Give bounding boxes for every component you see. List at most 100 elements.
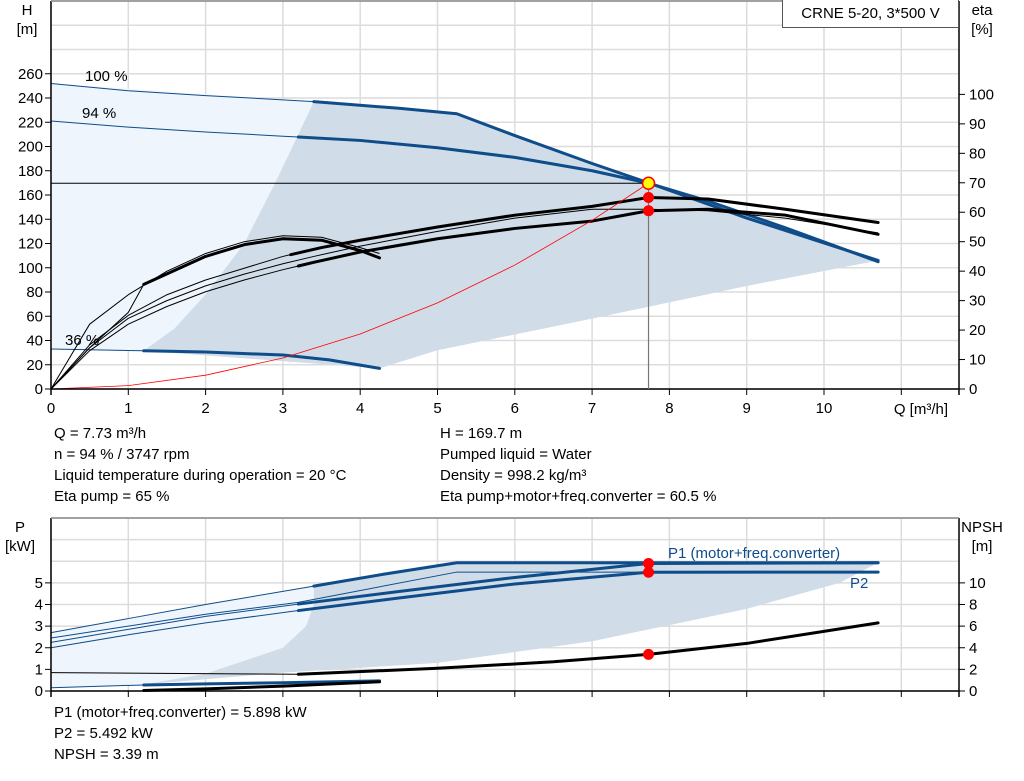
- y-tick-label: 0: [35, 683, 43, 700]
- eta-duty-point: [643, 205, 655, 217]
- y2-tick-label: 8: [969, 597, 977, 614]
- operating-area: [143, 101, 879, 369]
- readout-head: H = 169.7 m: [440, 425, 523, 442]
- npsh-curve-thick: [296, 621, 880, 676]
- speed-label: 100 %: [85, 68, 128, 85]
- power-curve-thick: [296, 570, 880, 613]
- x-axis-title: Q [m³/h]: [894, 401, 948, 418]
- x-tick-label: 1: [124, 400, 132, 417]
- y-tick-label: 40: [26, 333, 43, 350]
- head-efficiency-plot: 0 1 2 3 4 5 6 7 8 9 100204060801001201401601802002…: [17, 0, 994, 418]
- npsh-curve-thick: [142, 680, 382, 692]
- extended-operating-area: [51, 586, 314, 688]
- eta-duty-point: [643, 192, 655, 204]
- y2-tick-label: 30: [969, 293, 986, 310]
- readout-temperature: Liquid temperature during operation = 20…: [54, 467, 347, 484]
- y2-axis-title: eta: [972, 2, 994, 19]
- y-axis-title: H: [22, 2, 33, 19]
- eta-curve-thick: [296, 207, 880, 268]
- y2-tick-label: 50: [969, 234, 986, 251]
- y2-tick-label: 10: [969, 352, 986, 369]
- y2-tick-label: 80: [969, 145, 986, 162]
- extended-operating-area: [51, 83, 314, 351]
- x-tick-label: 10: [816, 400, 833, 417]
- power-curve-thick: [296, 561, 880, 606]
- eta-curve-thin: [50, 208, 879, 390]
- y2-axis-title: [%]: [971, 21, 993, 38]
- y-tick-label: 1: [35, 661, 43, 678]
- readout-npsh: NPSH = 3.39 m: [54, 746, 159, 763]
- y-tick-label: 20: [26, 357, 43, 374]
- y2-tick-label: 70: [969, 175, 986, 192]
- y-tick-label: 3: [35, 618, 43, 635]
- y-tick-label: 240: [18, 90, 43, 107]
- speed-label: 36 %: [65, 332, 99, 349]
- eta-curve-thick: [289, 196, 880, 257]
- x-tick-label: 5: [433, 400, 441, 417]
- pump-curve-thin: [50, 120, 299, 138]
- readout-q: Q = 7.73 m³/h: [54, 425, 147, 442]
- npsh-duty-point: [643, 648, 655, 660]
- y-axis-title: [m]: [17, 21, 38, 38]
- y-tick-label: 100: [18, 260, 43, 277]
- x-tick-label: 2: [201, 400, 209, 417]
- duty-point-marker: [641, 176, 656, 190]
- power-curve-thin: [50, 585, 314, 634]
- y-tick-label: 5: [35, 575, 43, 592]
- y2-tick-label: 2: [969, 661, 977, 678]
- p1-duty-point: [643, 557, 655, 569]
- y-tick-label: 180: [18, 163, 43, 180]
- y-tick-label: 160: [18, 187, 43, 204]
- y2-tick-label: 100: [969, 86, 994, 103]
- x-tick-label: 3: [279, 400, 287, 417]
- pump-curve-thick: [296, 135, 880, 264]
- y2-axis-title: [m]: [972, 538, 993, 555]
- y2-axis-title: NPSH: [961, 519, 1003, 536]
- y2-tick-label: 10: [969, 575, 986, 592]
- y-tick-label: 80: [26, 284, 43, 301]
- x-tick-label: 4: [356, 400, 364, 417]
- y2-tick-label: 60: [969, 204, 986, 221]
- readout-speed: n = 94 % / 3747 rpm: [54, 446, 190, 463]
- power-npsh-plot: 0 1 2 3 4 5 0 2 4 6 8 10 P [kW] NPSH [m] P1 (motor+freq.…: [5, 517, 1003, 700]
- y-tick-label: 220: [18, 114, 43, 131]
- readout-density: Density = 998.2 kg/m³: [440, 467, 587, 484]
- pump-curve-thin: [50, 82, 314, 103]
- power-curve-thin: [50, 610, 299, 649]
- pump-curve-thick: [142, 349, 382, 370]
- readout-p1: P1 (motor+freq.converter) = 5.898 kW: [54, 704, 307, 721]
- x-tick-label: 0: [47, 400, 55, 417]
- operating-area: [143, 562, 879, 685]
- y2-tick-label: 90: [969, 116, 986, 133]
- y-tick-label: 140: [18, 211, 43, 228]
- power-curve-thin: [50, 603, 299, 643]
- y-tick-label: 2: [35, 640, 43, 657]
- y2-tick-label: 40: [969, 263, 986, 280]
- y-axis-title: P: [15, 519, 25, 536]
- y2-tick-label: 4: [969, 640, 977, 657]
- y-tick-label: 4: [35, 597, 43, 614]
- power-curve-thick: [142, 679, 382, 687]
- y2-tick-label: 0: [969, 683, 977, 700]
- y-tick-label: 60: [26, 308, 43, 325]
- pump-title: CRNE 5-20, 3*500 V: [782, 0, 959, 28]
- readout-eta-total: Eta pump+motor+freq.converter = 60.5 %: [440, 488, 717, 505]
- y-tick-label: 0: [35, 381, 43, 398]
- x-tick-label: 9: [743, 400, 751, 417]
- p1-series-label: P1 (motor+freq.converter): [668, 545, 840, 562]
- readout-eta-pump: Eta pump = 65 %: [54, 488, 170, 505]
- eta-curve-thin: [50, 265, 299, 390]
- x-tick-label: 6: [511, 400, 519, 417]
- readout-liquid: Pumped liquid = Water: [440, 446, 592, 463]
- p2-duty-point: [643, 566, 655, 578]
- power-curve-thin: [50, 684, 144, 689]
- x-tick-label: 8: [665, 400, 673, 417]
- npsh-curve-thin: [50, 672, 299, 675]
- eta-curve-thin: [50, 254, 291, 390]
- y2-tick-label: 20: [969, 322, 986, 339]
- y-axis-title: [kW]: [5, 538, 35, 555]
- y-tick-label: 200: [18, 139, 43, 156]
- y2-tick-label: 0: [969, 381, 977, 398]
- speed-label: 94 %: [82, 105, 116, 122]
